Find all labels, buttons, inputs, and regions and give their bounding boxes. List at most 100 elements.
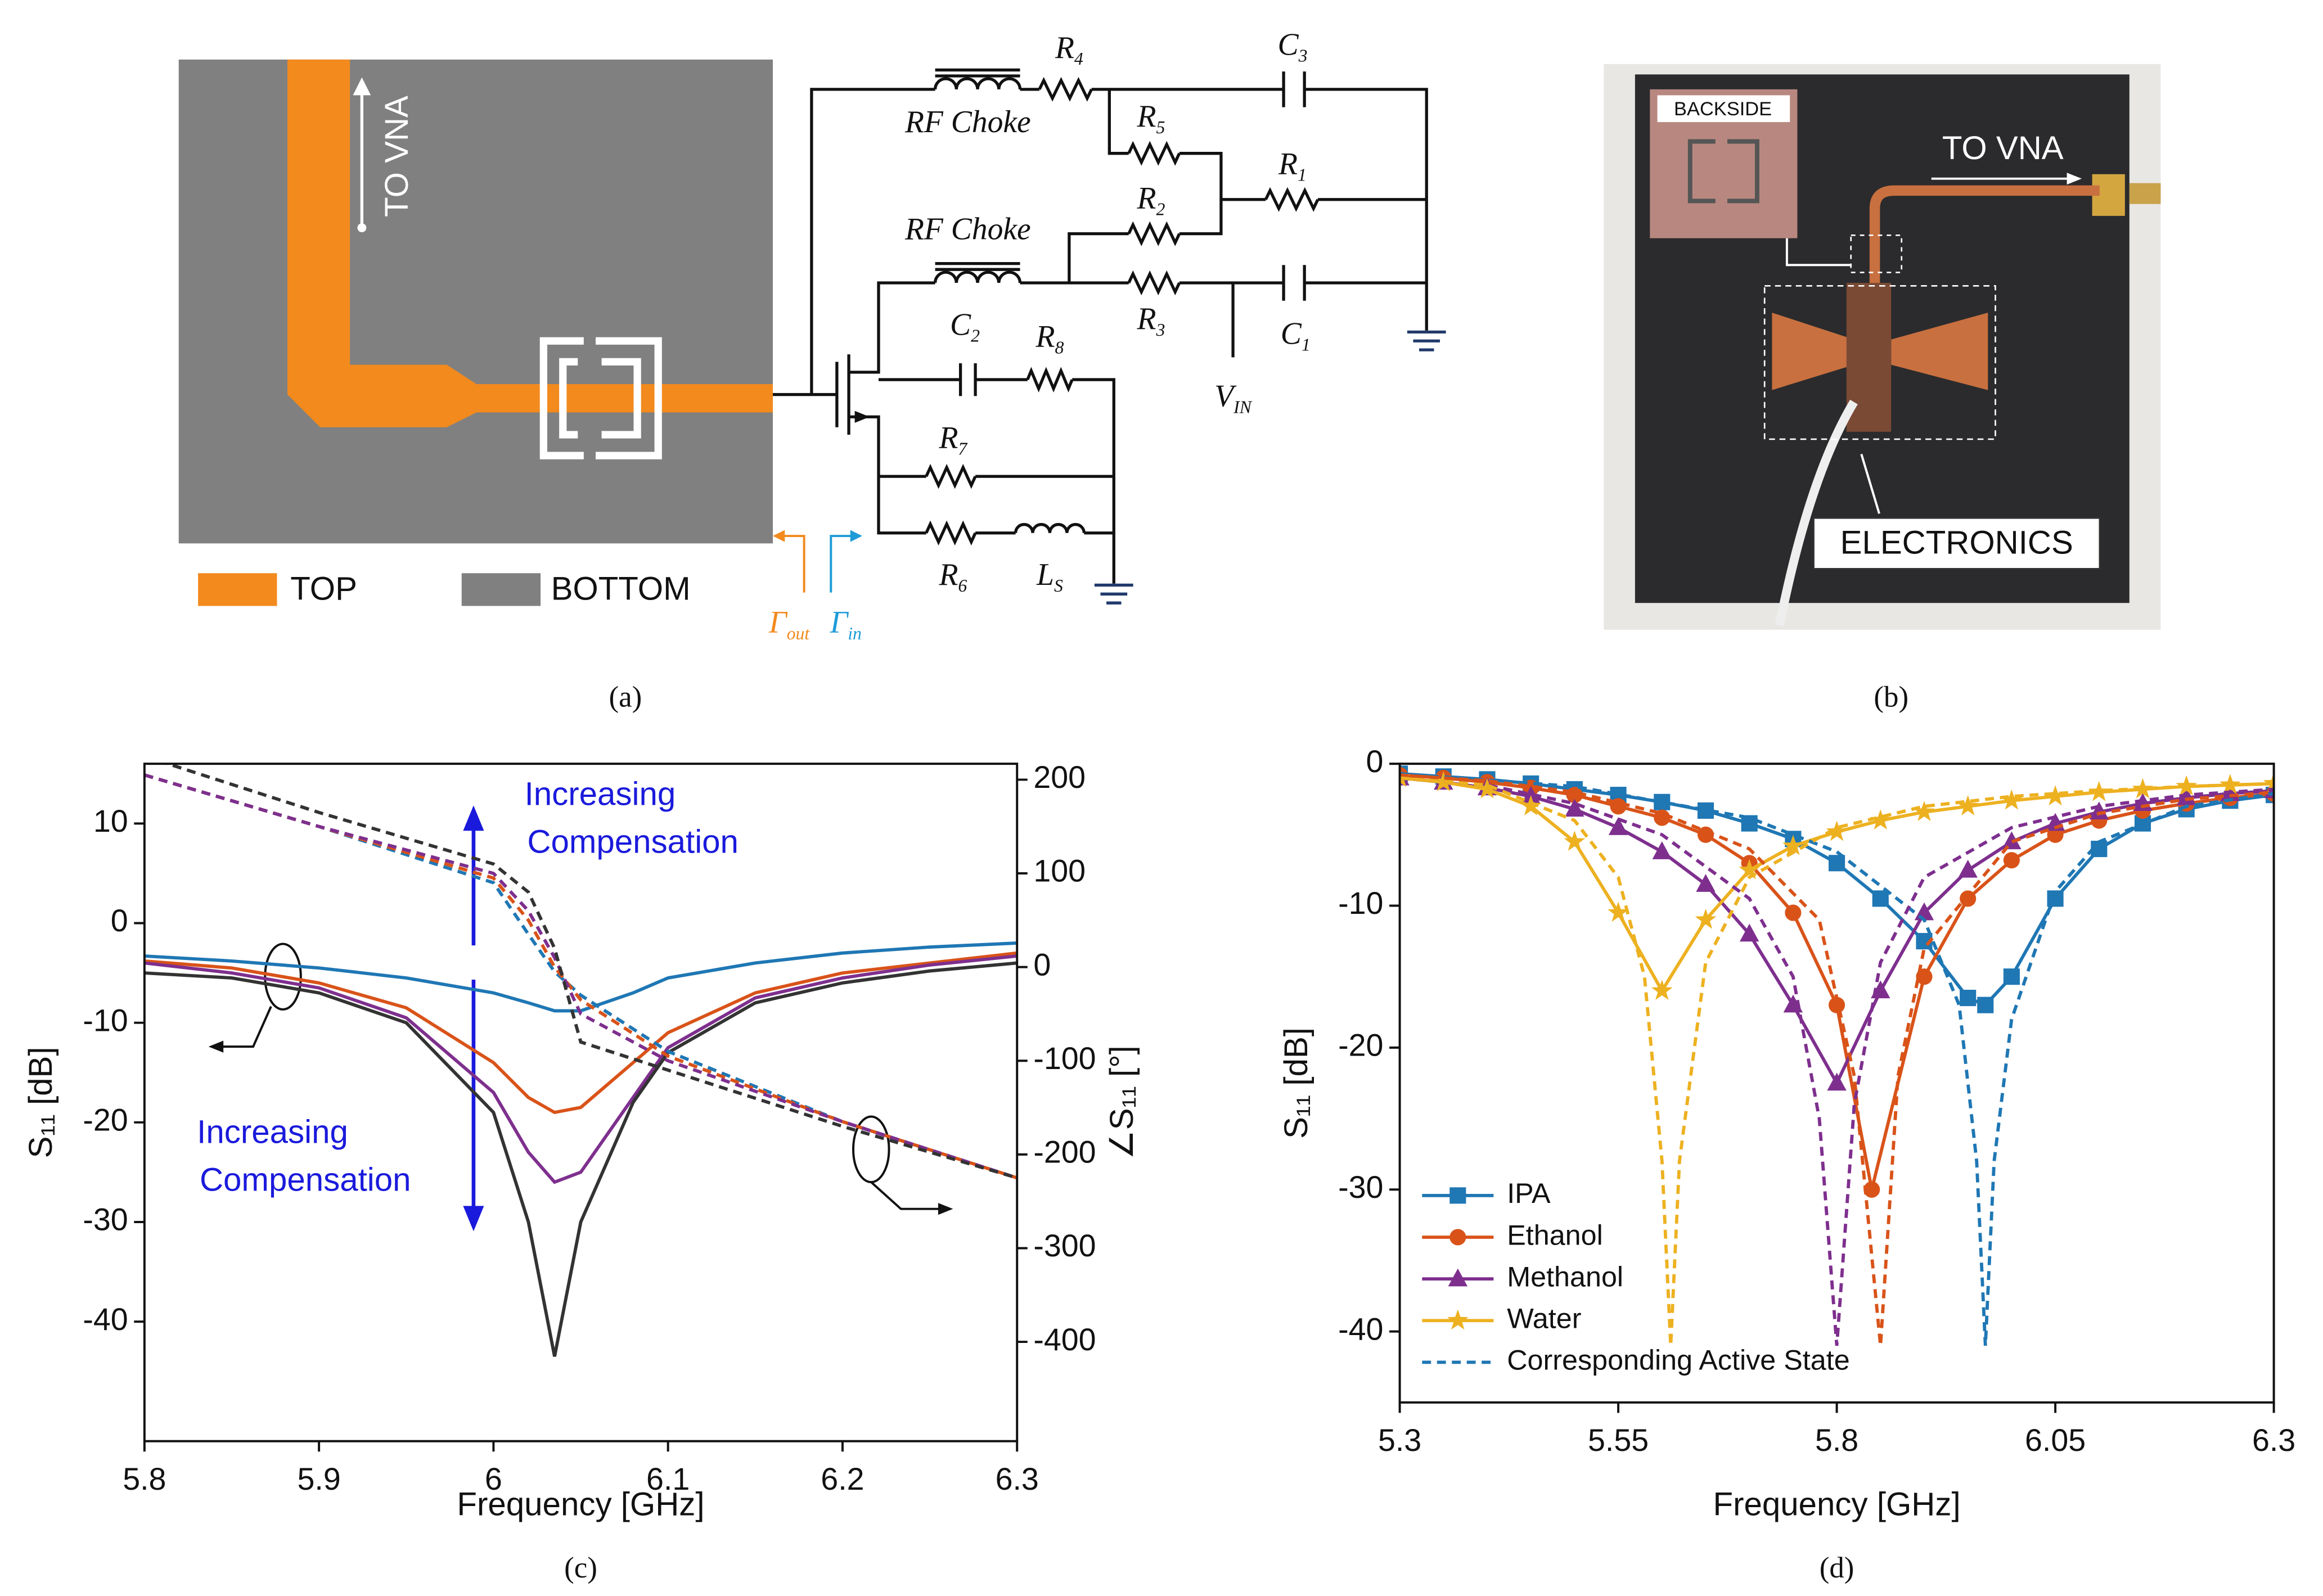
antenna: [1772, 312, 1854, 390]
wire: [810, 88, 935, 395]
marker: [1447, 1309, 1469, 1330]
component-label: Γout: [768, 605, 810, 643]
component-label: R5: [1137, 99, 1165, 137]
electronics-label: ELECTRONICS: [1840, 524, 2073, 561]
arrow-head: [773, 530, 785, 542]
marker: [1521, 786, 1541, 804]
marker: [2089, 801, 2109, 820]
x-tick-label: 6.3: [996, 1462, 1039, 1496]
marker: [2003, 852, 2020, 869]
resistor: [1127, 141, 1181, 166]
marker: [1782, 835, 1804, 855]
marker: [1697, 826, 1714, 843]
y-tick-label: -10: [1338, 886, 1383, 921]
y-tick-label: 0: [1366, 744, 1384, 779]
wire: [1108, 89, 1129, 155]
component-label: C1: [1281, 316, 1311, 354]
marker: [1960, 890, 1977, 907]
inset-label-box: [1657, 95, 1790, 123]
series-line: [1399, 773, 2274, 1190]
x-tick-label: 6.2: [821, 1462, 864, 1496]
component-label: LS: [1036, 557, 1063, 596]
arrow-head: [850, 530, 862, 542]
inductor: [933, 77, 1022, 90]
x-tick-label: 6.1: [646, 1462, 690, 1496]
x-tick-label: 6.05: [2025, 1423, 2086, 1458]
arrow: [1860, 453, 1880, 514]
label-base: R: [1055, 30, 1074, 65]
marker: [1565, 799, 1584, 817]
marker: [1449, 1187, 1466, 1204]
resistor: [1264, 187, 1320, 212]
antenna: [1891, 312, 1988, 390]
inset-label: BACKSIDE: [1674, 98, 1772, 120]
inset-ring: [1687, 139, 1759, 204]
label-base: R: [1137, 99, 1156, 134]
plot-area: [144, 764, 1018, 1357]
label-sub: 3: [1298, 46, 1308, 65]
series-line: [144, 961, 1018, 1357]
series-line: [144, 954, 1018, 1184]
rf-choke-label: RF Choke: [904, 105, 1031, 139]
caption: (d): [1820, 1552, 1854, 1584]
legend-swatch: [198, 573, 277, 606]
label-base: C: [950, 307, 971, 342]
label-sub: 2: [1156, 199, 1165, 219]
label-base: R: [938, 557, 958, 592]
callouts: [219, 943, 942, 1210]
y2-tick-label: 200: [1033, 760, 1086, 795]
wire: [849, 281, 935, 374]
plot-frame: [143, 763, 1019, 1442]
legend-label: Corresponding Active State: [1507, 1344, 1850, 1376]
marker: [1696, 874, 1716, 892]
label-base: V: [1214, 378, 1237, 413]
x-tick-label: 5.8: [1815, 1423, 1858, 1458]
marker: [1785, 904, 1802, 921]
label-sub: 3: [1156, 320, 1165, 340]
port-arrow: [780, 535, 805, 593]
marker: [1863, 1181, 1880, 1198]
marker: [2132, 778, 2154, 799]
component-label: R4: [1055, 30, 1083, 69]
dashed-box: [1763, 285, 1996, 440]
caption: (c): [564, 1552, 597, 1584]
inductor: [1014, 522, 1086, 533]
wire: [1304, 88, 1428, 331]
marker: [1608, 817, 1628, 835]
component-label: VIN: [1214, 378, 1253, 417]
wire: [1179, 152, 1223, 236]
y-tick-label: -40: [83, 1302, 128, 1337]
component-label: R1: [1278, 146, 1307, 184]
label-sub: 6: [958, 576, 967, 596]
label-base: R: [1137, 181, 1156, 215]
marker: [1827, 1072, 1847, 1091]
label-sub: 2: [971, 326, 980, 345]
y-tick-label: -20: [83, 1103, 128, 1138]
marker: [1739, 859, 1761, 880]
label-base: R: [938, 420, 958, 455]
y-tick-label: -10: [83, 1003, 128, 1038]
label-sub: IN: [1233, 397, 1253, 417]
legend-label: Methanol: [1507, 1260, 1623, 1292]
legend-swatch: [461, 573, 541, 606]
series-line: [162, 764, 1018, 1180]
resistor: [1127, 221, 1181, 246]
marker: [1564, 831, 1586, 851]
y-axis-label: S₁₁ [dB]: [1278, 1027, 1314, 1139]
label-sub: S: [1054, 576, 1063, 596]
y-tick-label: -30: [83, 1202, 128, 1237]
label-box: [1813, 517, 2101, 570]
y2-axis-label: ∠S₁₁ [°]: [1104, 1045, 1140, 1159]
arrow-head: [854, 411, 870, 423]
y-tick-label: 0: [111, 903, 128, 938]
component-label: R2: [1137, 181, 1165, 219]
annotation: Increasing: [525, 776, 676, 813]
annotation: Compensation: [200, 1161, 411, 1198]
marker: [2003, 968, 2020, 985]
y2-tick-label: 0: [1033, 947, 1051, 982]
label-base: C: [1277, 27, 1299, 62]
marker: [1783, 994, 1803, 1013]
marker: [1739, 923, 1759, 942]
